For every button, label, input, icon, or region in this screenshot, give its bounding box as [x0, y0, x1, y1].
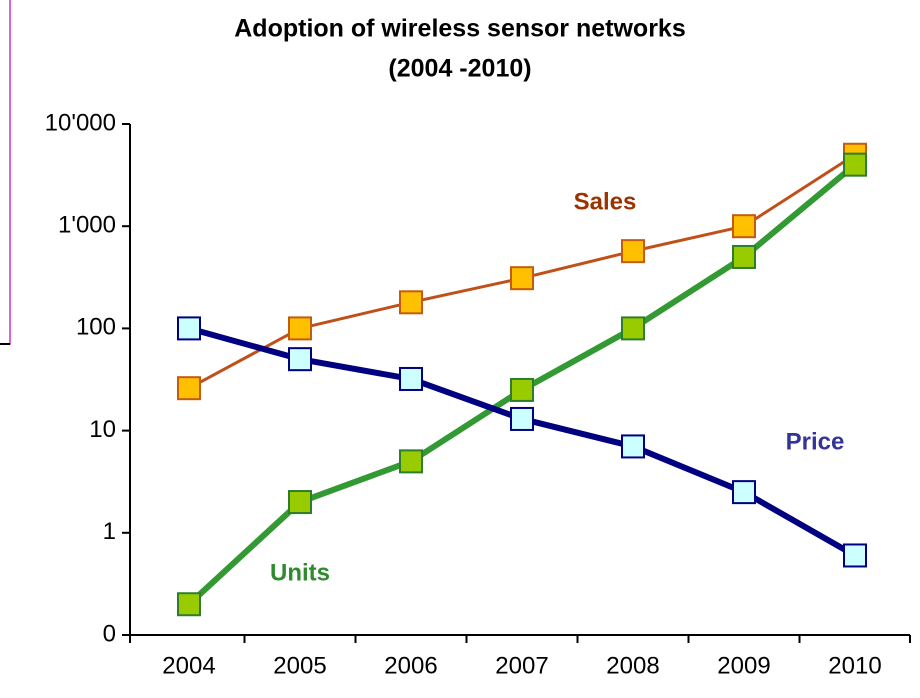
marker: [732, 480, 756, 505]
x-tick-label: 2008: [606, 652, 659, 679]
marker: [843, 543, 867, 568]
x-tick-label: 2004: [162, 652, 215, 679]
x-tick-label: 2005: [273, 652, 326, 679]
marker: [621, 316, 645, 341]
y-tick-label: 100: [76, 314, 116, 341]
marker: [288, 490, 312, 515]
y-tick-label: 10'000: [45, 109, 116, 136]
marker: [732, 244, 756, 269]
marker: [621, 239, 645, 264]
marker: [732, 214, 756, 239]
marker: [177, 376, 201, 401]
marker: [510, 406, 534, 431]
y-tick-label: 1'000: [58, 212, 116, 239]
marker: [510, 377, 534, 402]
frame-artifact: [0, 0, 11, 345]
marker: [399, 290, 423, 315]
y-tick-label: 0: [103, 620, 116, 647]
marker: [399, 366, 423, 391]
x-tick-label: 2007: [495, 652, 548, 679]
series-label: Units: [270, 559, 330, 586]
series-label: Price: [786, 428, 845, 455]
series-label: Sales: [574, 188, 637, 215]
y-tick-label: 1: [103, 518, 116, 545]
chart-title: Adoption of wireless sensor networks: [234, 15, 685, 43]
marker: [177, 592, 201, 617]
chart-subtitle: (2004 -2010): [388, 55, 531, 83]
x-tick-label: 2010: [828, 652, 881, 679]
marker: [177, 316, 201, 341]
marker: [288, 316, 312, 341]
x-tick-label: 2009: [717, 652, 770, 679]
marker: [510, 266, 534, 291]
marker: [621, 434, 645, 459]
marker: [399, 449, 423, 474]
marker: [843, 152, 867, 177]
x-tick-label: 2006: [384, 652, 437, 679]
y-tick-label: 10: [89, 416, 116, 443]
marker: [288, 347, 312, 372]
